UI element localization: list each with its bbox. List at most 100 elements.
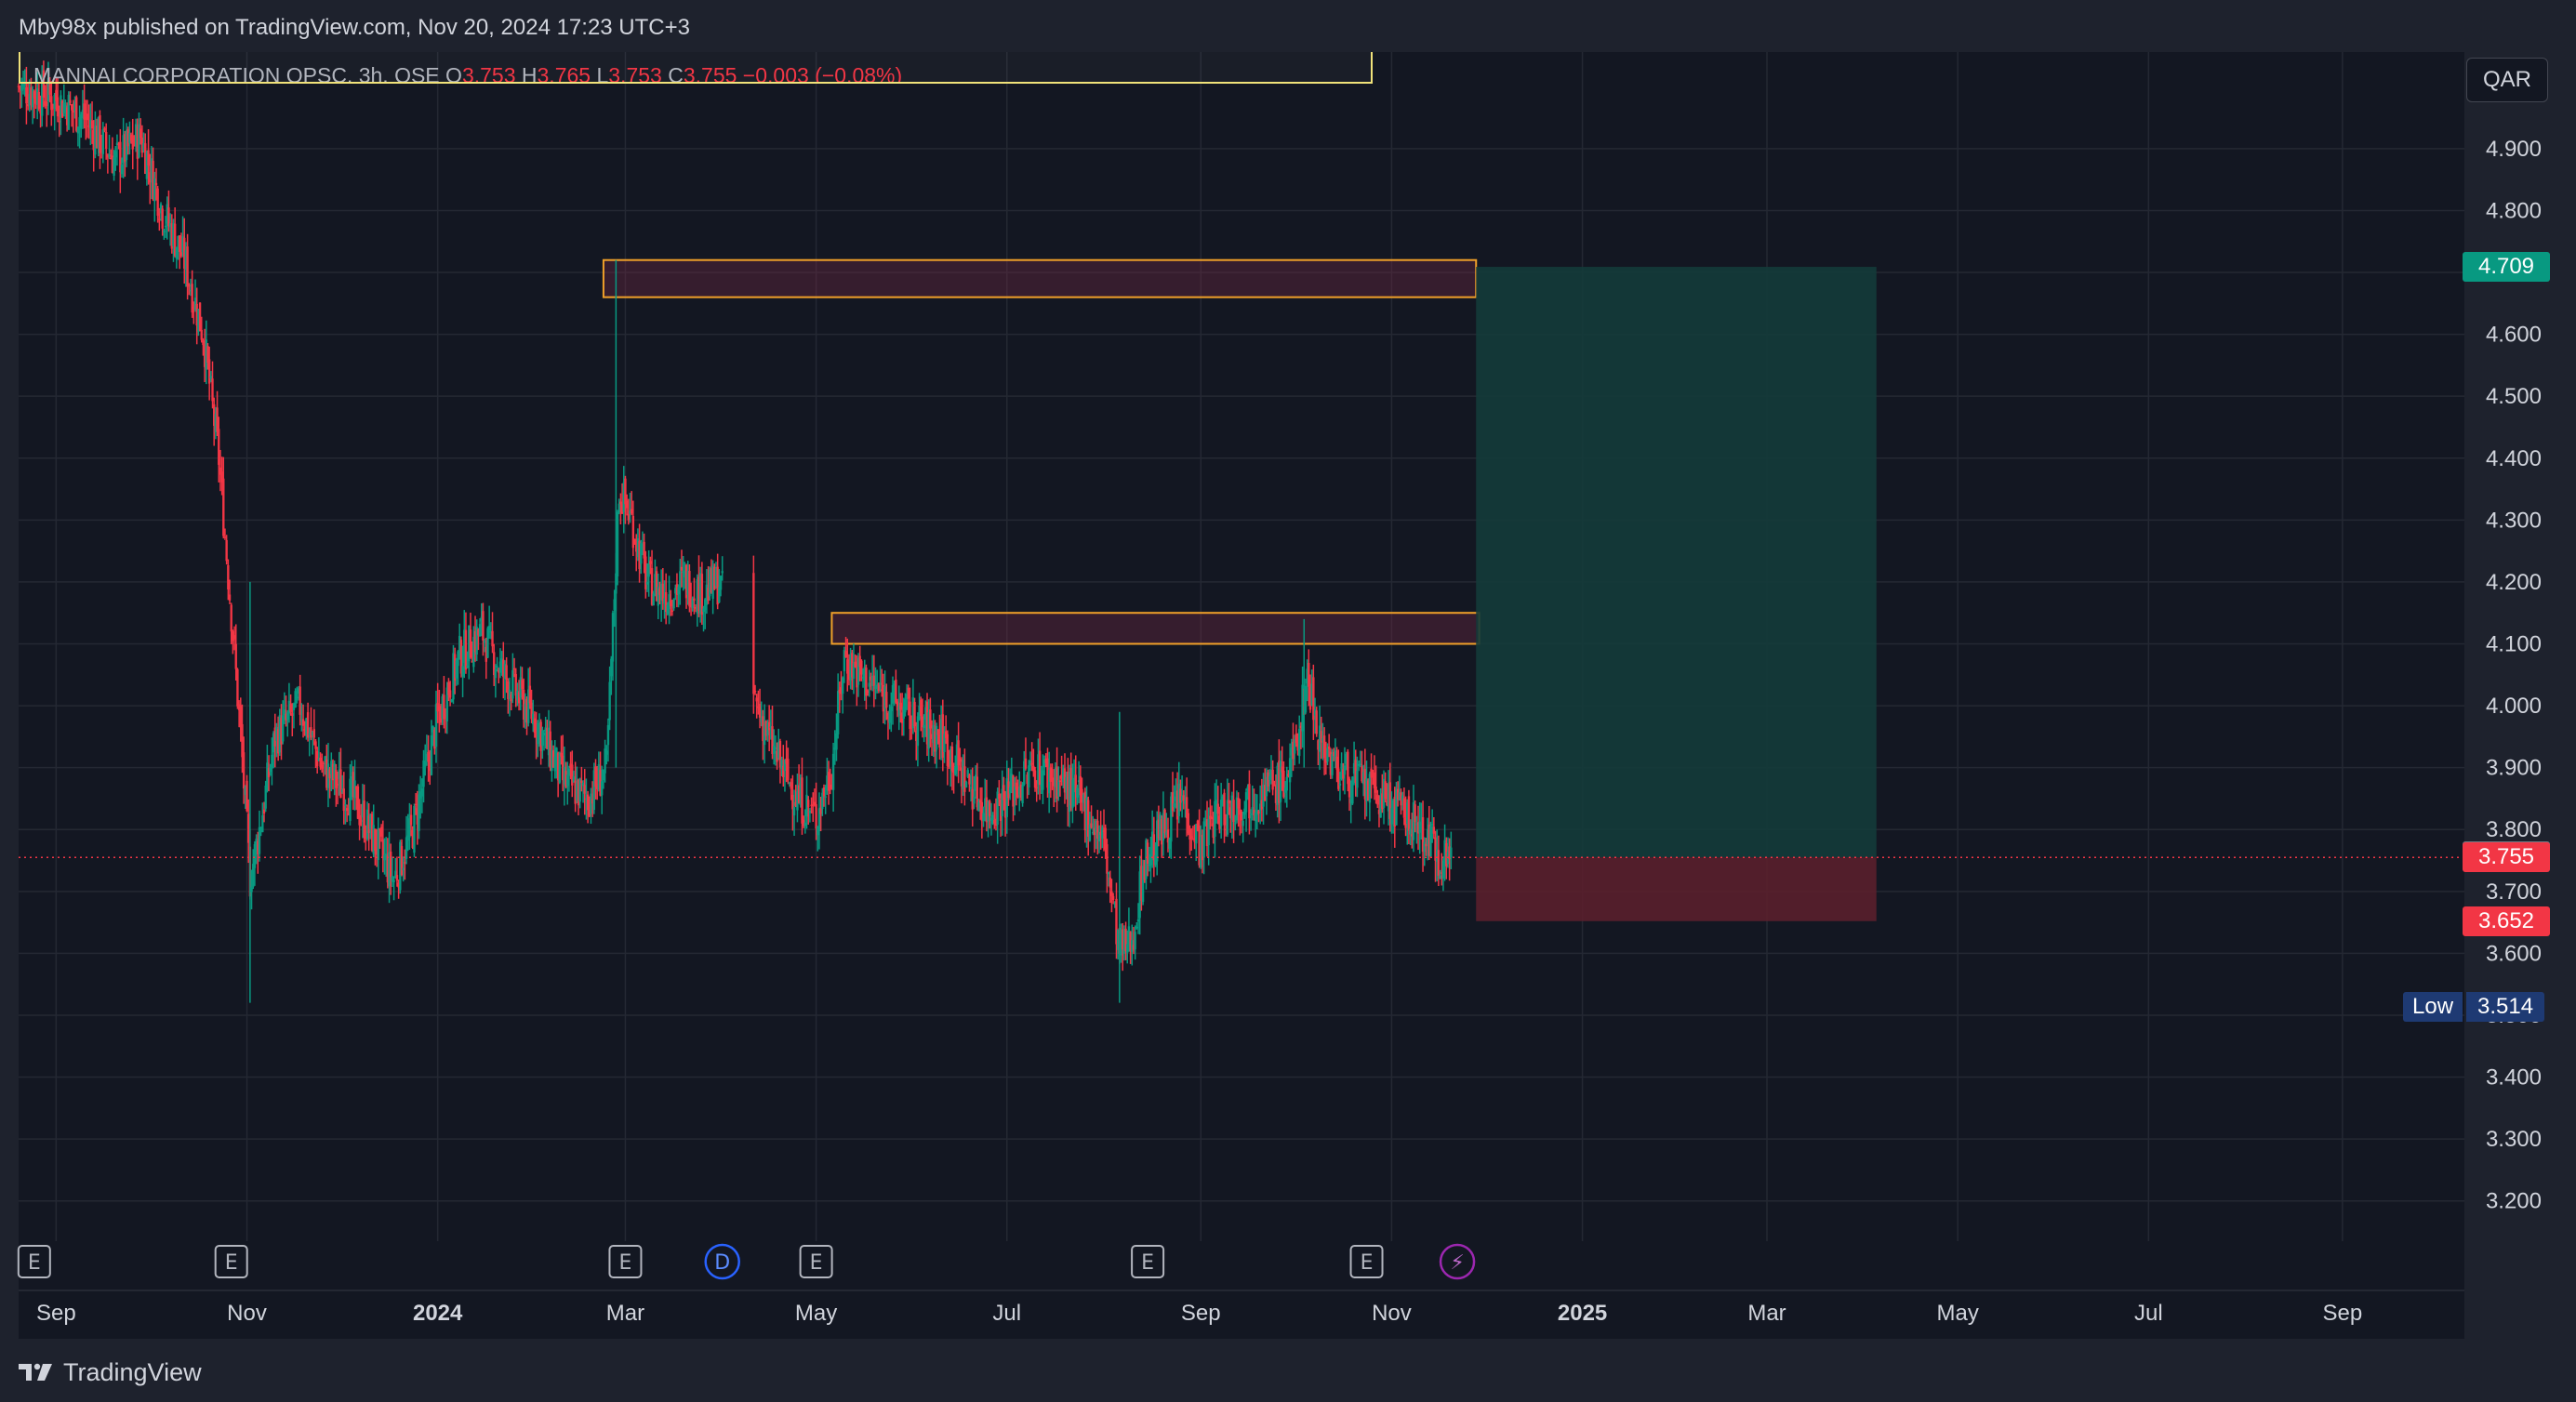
x-tick-label: Sep <box>2322 1301 2362 1326</box>
candle-body <box>1361 766 1363 782</box>
candle-body <box>1110 891 1113 896</box>
candle-body <box>1441 860 1445 880</box>
candle-body <box>833 747 836 750</box>
earnings-event[interactable]: E <box>1131 1245 1165 1278</box>
candle-body <box>26 103 30 107</box>
candle-body <box>324 756 326 762</box>
candle-body <box>563 766 566 785</box>
candle-body <box>538 724 541 730</box>
candle-body <box>1276 765 1279 805</box>
candle-body <box>1096 820 1099 840</box>
candle-body <box>645 581 649 585</box>
candle-body <box>1082 794 1085 803</box>
candle-body <box>60 100 64 118</box>
y-axis[interactable]: 3.2003.3003.4003.5003.6003.7003.8003.900… <box>2486 137 2542 1214</box>
candle-body <box>655 571 658 602</box>
earnings-event-box <box>1131 1245 1165 1278</box>
candle-body <box>87 126 90 127</box>
candle-body <box>797 785 801 803</box>
candle-body <box>86 113 89 121</box>
candle-body <box>444 714 447 717</box>
candle-body <box>255 839 258 851</box>
candle-body <box>1313 709 1317 716</box>
symbol-legend[interactable]: MANNAI CORPORATION QPSC, 3h, QSE O3.753 … <box>19 52 1373 84</box>
x-axis[interactable]: Sep Nov 2024 Mar May Jul Sep Nov 2025 Mar May Jul Se… <box>19 1290 2464 1326</box>
candle-body <box>1426 828 1429 845</box>
candle-body <box>813 801 817 806</box>
candle-body <box>808 811 812 813</box>
candle-body <box>336 784 339 786</box>
candle-body <box>193 298 197 311</box>
footer-brand[interactable]: TradingView <box>19 1356 202 1389</box>
candle-body <box>950 746 954 772</box>
candle-body <box>400 846 404 876</box>
earnings-event[interactable]: E <box>799 1245 833 1278</box>
candle-body <box>1157 819 1161 839</box>
candle-body <box>916 716 920 747</box>
currency-button[interactable]: QAR <box>2466 58 2548 102</box>
candle-body <box>1024 758 1028 769</box>
candle-body <box>37 92 41 110</box>
candle-body <box>276 729 280 754</box>
candle-body <box>897 706 900 716</box>
candle-body <box>519 677 522 698</box>
candle-body <box>129 134 133 141</box>
candle-body <box>1351 776 1354 804</box>
candle-body <box>1327 746 1331 749</box>
candle-body <box>891 684 895 704</box>
candle-body <box>333 763 336 779</box>
candle-body <box>757 706 760 708</box>
candle-body <box>168 223 172 228</box>
candle-body <box>125 130 128 161</box>
candle-body <box>25 86 28 104</box>
candle-body <box>1257 811 1260 814</box>
candle-body <box>991 814 994 824</box>
candle-body <box>1046 758 1049 788</box>
candle-body <box>1016 787 1019 798</box>
candle-body <box>924 707 927 721</box>
candle-body <box>1071 779 1074 809</box>
candle-body <box>672 599 675 609</box>
candle-body <box>285 713 287 721</box>
candle-body <box>1274 785 1278 803</box>
earnings-event[interactable]: E <box>1349 1245 1384 1278</box>
event-circle <box>704 1243 740 1280</box>
earnings-event[interactable]: E <box>17 1245 51 1278</box>
candle-body <box>317 758 321 761</box>
candle-body <box>111 155 114 173</box>
candle-body <box>1333 751 1335 756</box>
candle-body <box>865 668 868 696</box>
candle-body <box>835 733 838 750</box>
candle-body <box>1038 750 1042 786</box>
candle-body <box>1005 778 1008 817</box>
candle-body <box>241 723 244 758</box>
candle-body <box>985 797 989 823</box>
split-event[interactable]: ⚡ <box>1439 1243 1476 1280</box>
candle-body <box>347 813 351 815</box>
candle-body <box>1391 800 1395 813</box>
candle-body <box>555 747 558 763</box>
candle-body <box>1279 761 1282 802</box>
candle-body <box>1065 776 1068 793</box>
earnings-event[interactable]: E <box>608 1245 643 1278</box>
candle-body <box>537 722 539 745</box>
candle-body <box>763 725 766 746</box>
candle-body <box>50 96 53 111</box>
y-tick-label: 3.600 <box>2486 941 2542 966</box>
dividend-event[interactable]: D <box>704 1243 740 1280</box>
candle-body <box>1363 769 1367 800</box>
candle-body <box>1450 847 1453 858</box>
earnings-event[interactable]: E <box>214 1245 248 1278</box>
candle-body <box>874 685 877 690</box>
candle-body <box>1229 807 1232 819</box>
candle-body <box>1338 783 1342 786</box>
candle-body <box>677 587 680 595</box>
candle-body <box>716 566 719 605</box>
candle-body <box>1321 738 1324 741</box>
candle-body <box>505 665 508 680</box>
candle-body <box>1193 838 1196 842</box>
candle-body <box>89 119 92 128</box>
candle-body <box>1120 932 1122 956</box>
candle-body <box>1242 820 1244 827</box>
